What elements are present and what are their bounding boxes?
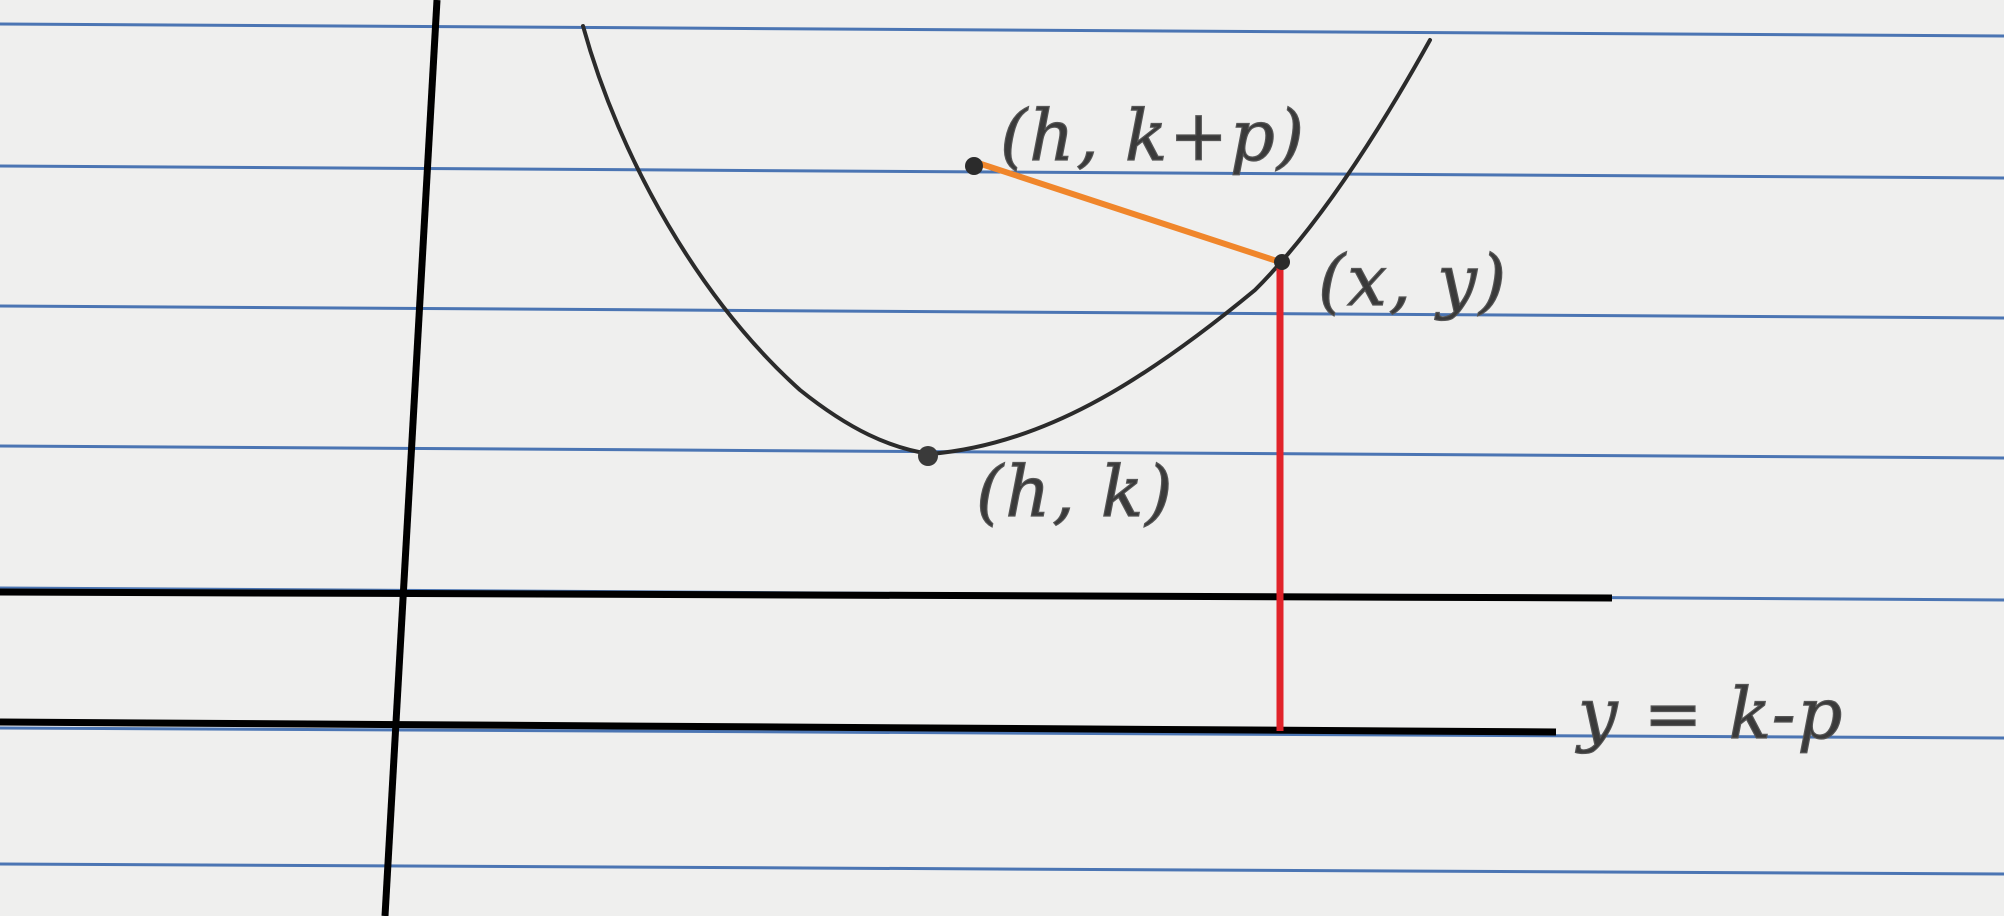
ruled-line [0, 304, 2004, 320]
parabola-curve [581, 24, 1432, 457]
focus-to-point-segment [972, 159, 1283, 265]
ruled-line [0, 726, 2004, 740]
ruled-line [0, 862, 2004, 876]
directrix-label: y = k-p [1575, 673, 1844, 755]
y-axis [381, 0, 441, 916]
curve-point-label: (x, y) [1318, 240, 1508, 322]
directrix-line [0, 718, 1557, 736]
x-axis [0, 588, 1613, 602]
vertex-point [918, 446, 938, 466]
focus-label: (h, k+p) [1000, 95, 1306, 177]
ruled-line [0, 22, 2004, 38]
ruled-line [0, 444, 2004, 460]
focus-point [965, 157, 983, 175]
vertex-label: (h, k) [976, 451, 1175, 533]
curve-point [1274, 254, 1290, 270]
